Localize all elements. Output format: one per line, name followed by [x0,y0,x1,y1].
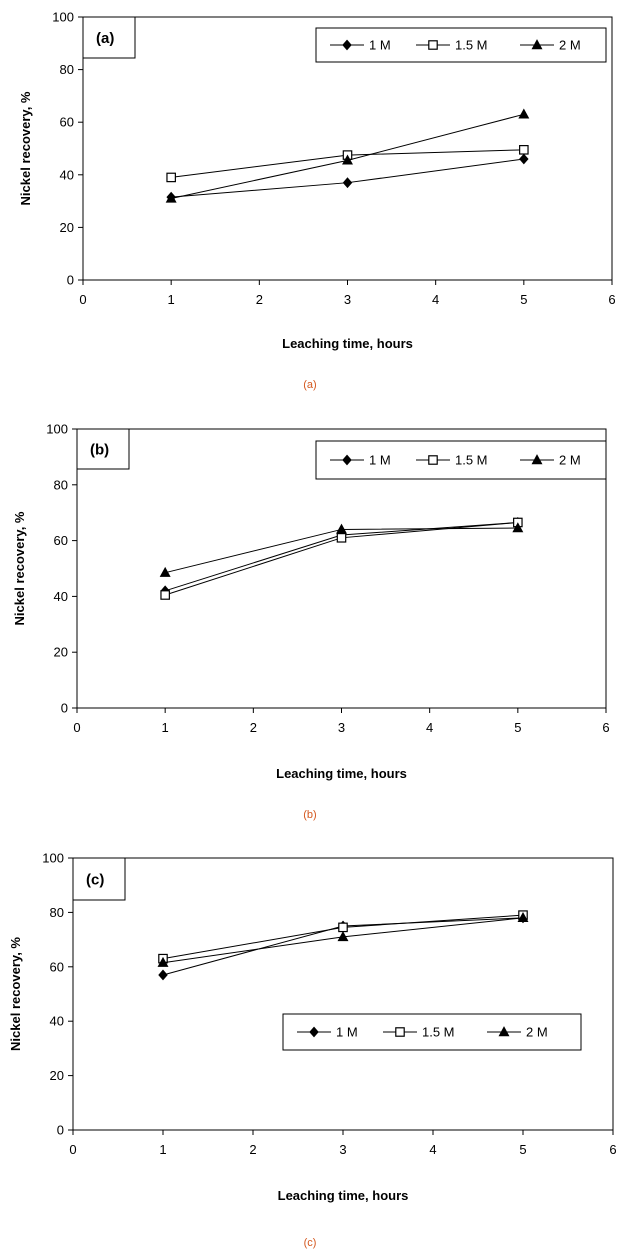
x-tick-label: 5 [520,292,527,307]
chart-panel-1: 0 20 40 60 80 100 0 1 2 3 4 5 6 Leaching time, hours N… [18,10,616,392]
legend-label: 1 M [369,38,391,53]
legend-label: 1.5 M [455,453,488,468]
figure-caption: (a) [303,379,316,391]
x-axis-title: Leaching time, hours [276,766,407,781]
legend-marker [428,40,438,50]
panel-label: (b) [90,442,109,459]
data-point [519,153,529,165]
data-point [166,172,176,183]
y-tick-label: 80 [54,477,68,492]
panel-label: (c) [86,872,104,889]
y-tick-label: 60 [54,533,68,548]
y-tick-label: 80 [60,62,74,77]
plot-area [72,857,614,1131]
y-tick-label: 20 [60,220,74,235]
y-tick-label: 20 [54,645,68,660]
y-tick-label: 40 [60,167,74,182]
x-tick-label: 1 [159,1142,166,1157]
legend-marker [395,1027,405,1037]
chart-panel-3: 0 20 40 60 80 100 0 1 2 3 4 5 6 Leaching time, hours N… [8,851,617,1250]
legend-marker [428,455,438,465]
x-tick-label: 0 [69,1142,76,1157]
x-tick-label: 5 [519,1142,526,1157]
data-point [159,566,171,577]
y-axis-title: Nickel recovery, % [8,937,23,1051]
x-tick-label: 2 [256,292,263,307]
x-tick-label: 6 [608,292,615,307]
y-tick-label: 80 [50,905,64,920]
x-tick-label: 4 [426,720,433,735]
y-axis-title: Nickel recovery, % [18,91,33,205]
data-point [336,523,347,534]
legend-marker [531,39,543,50]
data-point [337,931,349,942]
x-tick-label: 6 [609,1142,616,1157]
legend-box [282,1013,582,1051]
x-tick-label: 2 [249,1142,256,1157]
y-tick-label: 40 [54,589,68,604]
legend-label: 1.5 M [422,1025,455,1040]
data-point [165,192,177,203]
x-tick-label: 1 [162,720,169,735]
data-point [336,533,347,543]
chart-panel-2: 0 20 40 60 80 100 0 1 2 3 4 5 6 Leaching time, hours N… [12,422,610,822]
x-tick-label: 5 [514,720,521,735]
legend-marker [498,1026,510,1037]
legend-label: 1 M [369,453,391,468]
data-point [160,590,170,600]
x-tick-label: 3 [344,292,351,307]
panel-label-box [82,16,136,59]
data-point [512,522,524,533]
y-tick-label: 100 [42,851,64,866]
legend-label: 1 M [336,1025,358,1040]
y-tick-label: 0 [67,273,74,288]
x-axis-title: Leaching time, hours [278,1188,409,1203]
legend-marker [342,454,352,466]
x-tick-label: 3 [339,1142,346,1157]
figure-caption: (b) [303,809,316,821]
y-tick-label: 40 [50,1014,64,1029]
data-point [338,922,348,933]
data-point [158,969,168,981]
x-tick-label: 6 [602,720,609,735]
panel-label-box [76,428,130,470]
legend-label: 2 M [559,453,581,468]
x-tick-label: 0 [79,292,86,307]
y-tick-label: 60 [50,959,64,974]
x-tick-label: 1 [168,292,175,307]
x-tick-label: 2 [250,720,257,735]
data-point [517,912,529,923]
legend-box [315,440,607,480]
panel-label-box [72,857,126,901]
data-point [518,108,530,119]
legend-label: 1.5 M [455,38,488,53]
legend-box [315,27,607,63]
panel-label: (a) [96,30,114,47]
legend-label: 2 M [559,38,581,53]
y-tick-label: 100 [52,10,74,25]
data-point [342,177,353,189]
legend-marker [342,39,352,51]
y-tick-label: 0 [57,1123,64,1138]
legend-marker [309,1026,319,1038]
y-tick-label: 60 [60,115,74,130]
y-axis-title: Nickel recovery, % [12,511,27,625]
data-point [342,154,353,165]
legend-marker [531,454,543,465]
y-tick-label: 0 [61,701,68,716]
x-tick-label: 4 [429,1142,436,1157]
y-tick-label: 100 [46,422,68,437]
x-tick-label: 3 [338,720,345,735]
data-point [157,956,169,967]
figure-caption: (c) [304,1237,317,1249]
legend-label: 2 M [526,1025,548,1040]
x-tick-label: 4 [432,292,439,307]
x-tick-label: 0 [73,720,80,735]
y-tick-label: 20 [50,1068,64,1083]
x-axis-title: Leaching time, hours [282,336,413,351]
data-point [519,145,529,155]
